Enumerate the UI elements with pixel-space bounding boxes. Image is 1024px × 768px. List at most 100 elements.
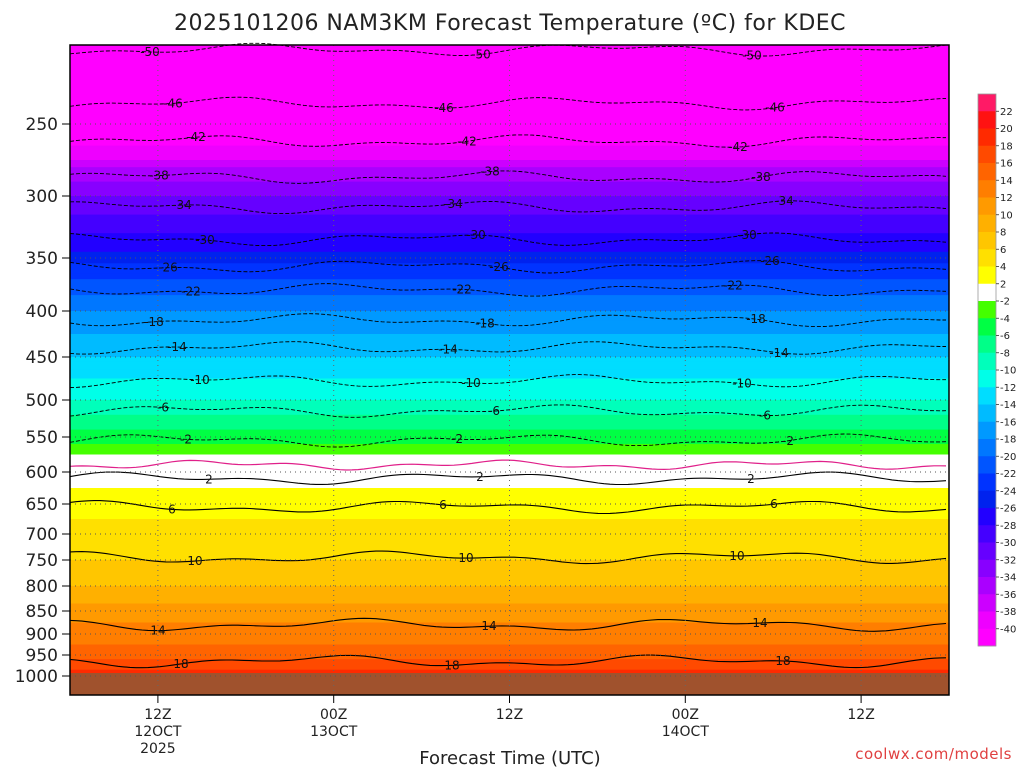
y-tick-label: 600 xyxy=(26,463,58,483)
colorbar-label: -4 xyxy=(1000,314,1010,325)
y-tick-label: 950 xyxy=(26,646,58,666)
isotherm-label: 14 xyxy=(752,616,767,630)
colorbar-label: -38 xyxy=(1000,607,1016,618)
isotherm-label: 2 xyxy=(205,472,213,486)
isotherm-line xyxy=(69,134,947,148)
temperature-band xyxy=(70,324,949,330)
temperature-band xyxy=(70,481,949,486)
temperature-band xyxy=(70,560,949,564)
isotherm-label: -22 xyxy=(181,285,201,299)
isotherm-line xyxy=(69,313,946,328)
y-tick-label: 300 xyxy=(26,187,58,207)
temperature-band xyxy=(70,665,949,669)
temperature-band xyxy=(70,52,949,62)
ground-band xyxy=(70,673,949,695)
temperature-band xyxy=(70,284,949,291)
y-tick-label: 450 xyxy=(26,348,58,368)
isotherm-label: -50 xyxy=(471,47,491,61)
temperature-band xyxy=(70,494,949,499)
temperature-band xyxy=(70,429,949,434)
colorbar-swatch xyxy=(978,439,996,457)
temperature-band xyxy=(70,425,949,431)
temperature-band xyxy=(70,591,949,595)
isotherm-label: -10 xyxy=(190,373,210,387)
isotherm-label: -18 xyxy=(144,315,164,329)
temperature-band xyxy=(70,513,949,517)
isotherm-label: -26 xyxy=(760,254,780,268)
isotherm-label: 10 xyxy=(458,551,473,565)
temperature-band xyxy=(70,613,949,617)
temperature-band xyxy=(70,440,949,445)
isotherm-label: -10 xyxy=(461,376,481,390)
colorbar-swatch xyxy=(978,594,996,612)
isotherm-line xyxy=(69,341,946,355)
temperature-band xyxy=(70,92,949,101)
temperature-band xyxy=(70,305,949,312)
colorbar-swatch xyxy=(978,421,996,440)
colorbar-swatch xyxy=(978,145,996,164)
colorbar-label: 14 xyxy=(1000,176,1013,187)
x-tick-label: 12Z xyxy=(144,707,171,723)
colorbar-swatch xyxy=(978,559,996,578)
isotherm-label: -46 xyxy=(765,101,785,115)
temperature-band xyxy=(70,573,949,577)
grid-lines xyxy=(70,45,949,695)
temperature-band xyxy=(70,586,949,590)
isotherm-label: 10 xyxy=(729,549,744,563)
isotherm-label: -14 xyxy=(769,346,789,360)
temperature-band xyxy=(70,334,949,340)
temperature-band xyxy=(70,615,949,619)
isotherm-label: -6 xyxy=(157,400,169,414)
temperature-band xyxy=(70,152,949,161)
temperature-band xyxy=(70,631,949,635)
temperature-band xyxy=(70,472,949,476)
temperature-band xyxy=(70,547,949,551)
colorbar-swatch xyxy=(978,249,996,267)
watermark: coolwx.com/models xyxy=(855,745,1012,763)
y-tick-label: 850 xyxy=(26,602,58,622)
temperature-band xyxy=(70,437,949,442)
temperature-band xyxy=(70,387,949,392)
colorbar-label: 4 xyxy=(1000,262,1006,273)
temperature-band xyxy=(70,84,949,93)
isotherm-label: -14 xyxy=(438,342,458,356)
colorbar-swatch xyxy=(978,456,996,474)
y-tick-label: 800 xyxy=(26,577,58,597)
temperature-band xyxy=(70,552,949,556)
temperature-band xyxy=(70,663,949,667)
temperature-band xyxy=(70,617,949,621)
isotherm-line xyxy=(69,374,946,388)
temperature-band xyxy=(70,650,949,654)
temperature-band xyxy=(70,657,949,660)
temperature-band xyxy=(70,652,949,656)
temperature-band xyxy=(70,531,949,535)
y-tick-label: 400 xyxy=(26,302,58,322)
colorbar-label: -24 xyxy=(1000,486,1016,497)
colorbar-swatch xyxy=(978,197,996,216)
temperature-band xyxy=(70,391,949,397)
temperature-band xyxy=(70,528,949,532)
temperature-band xyxy=(70,510,949,514)
isotherm-line xyxy=(69,471,947,486)
temperature-band xyxy=(70,491,949,495)
isotherm-label: -38 xyxy=(149,169,169,183)
temperature-band xyxy=(70,554,949,558)
isotherm-label: 6 xyxy=(168,502,176,516)
x-tick-label: 2025 xyxy=(140,741,176,757)
temperature-band xyxy=(70,522,949,526)
heatmap-fill xyxy=(70,45,949,677)
colorbar-swatch xyxy=(978,490,996,509)
isotherm-label: -22 xyxy=(452,282,472,296)
temperature-band xyxy=(70,611,949,614)
isotherm-label: -10 xyxy=(732,376,752,390)
isotherm-line xyxy=(69,433,947,448)
temperature-band xyxy=(70,465,949,470)
temperature-band xyxy=(70,369,949,375)
temperature-band xyxy=(70,596,949,600)
temperature-band xyxy=(70,145,949,154)
isotherm-label: -30 xyxy=(195,233,215,247)
isotherm-line xyxy=(69,260,947,274)
colorbar-swatch xyxy=(978,266,996,285)
temperature-band xyxy=(70,562,949,566)
